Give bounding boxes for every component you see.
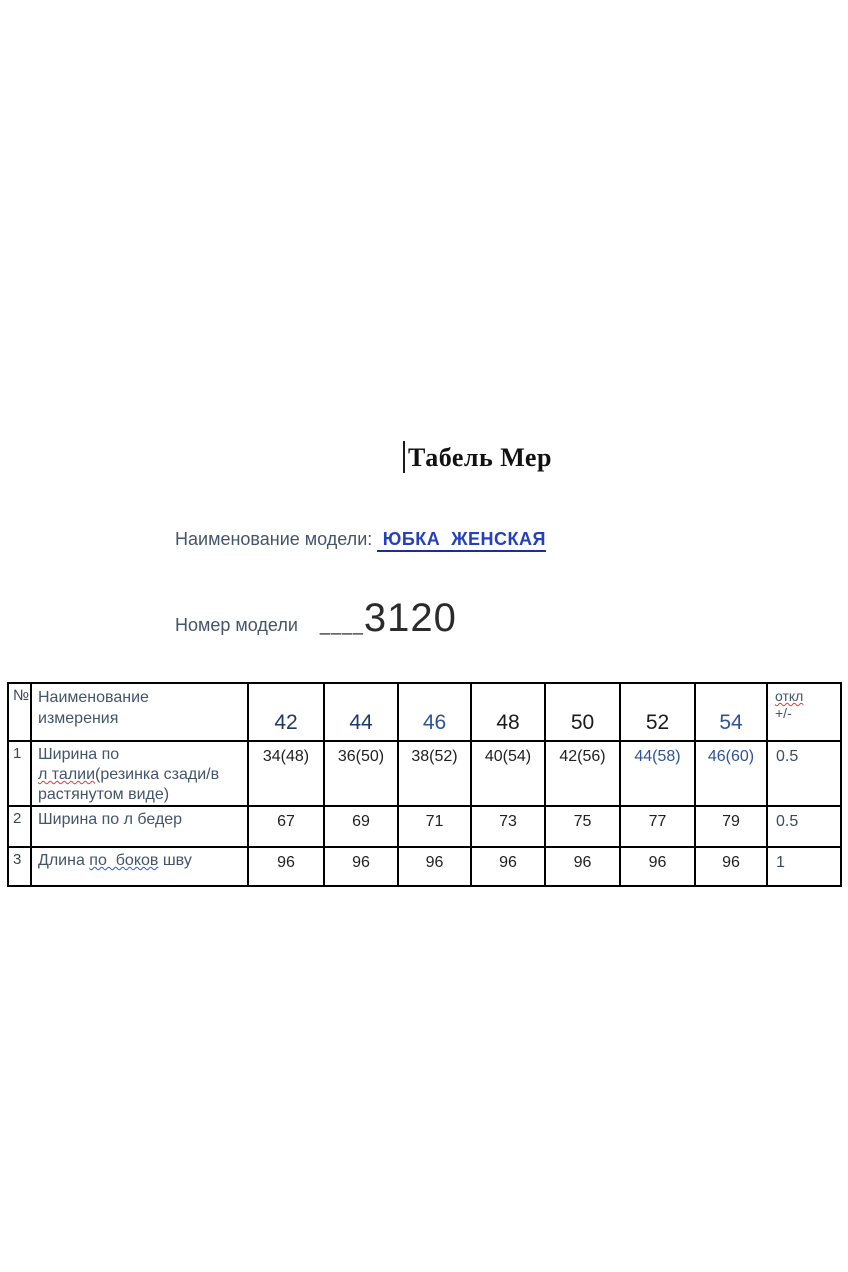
header-cell-size-52: 52 xyxy=(619,682,696,742)
value-cell: 34(48) xyxy=(247,740,325,807)
deviation-cell: 1 xyxy=(766,846,842,887)
value-cell: 96 xyxy=(619,846,696,887)
table-row-width-waist: 1 Ширина по л талии(резинка сзади/в растян… xyxy=(7,740,842,807)
value-cell: 96 xyxy=(694,846,768,887)
header-cell-deviation: откл +/- xyxy=(766,682,842,742)
model-name-value: ЮБКА ЖЕНСКАЯ xyxy=(377,529,546,552)
measurement-name-cell: Ширина по л талии(резинка сзади/в растянут… xyxy=(30,740,249,807)
header-cell-size-48: 48 xyxy=(470,682,546,742)
value-cell: 67 xyxy=(247,805,325,848)
value-cell: 96 xyxy=(544,846,621,887)
model-name-label: Наименование модели: xyxy=(175,529,378,549)
value-cell: 38(52) xyxy=(397,740,472,807)
model-number-underscores: ____ xyxy=(319,615,364,635)
value-cell: 79 xyxy=(694,805,768,848)
row-number-cell: 3 xyxy=(7,846,32,887)
value-cell: 46(60) xyxy=(694,740,768,807)
value-cell: 75 xyxy=(544,805,621,848)
model-number-row: Номер модели ____ 3120 xyxy=(175,598,457,638)
value-cell: 44(58) xyxy=(619,740,696,807)
value-cell: 96 xyxy=(397,846,472,887)
value-cell: 77 xyxy=(619,805,696,848)
deviation-cell: 0.5 xyxy=(766,740,842,807)
value-cell: 96 xyxy=(247,846,325,887)
model-name-row: Наименование модели: ЮБКА ЖЕНСКАЯ xyxy=(175,527,546,552)
row-number-cell: 2 xyxy=(7,805,32,848)
value-cell: 36(50) xyxy=(323,740,399,807)
header-cell-measurement-name: Наименование измерения xyxy=(30,682,249,742)
header-cell-size-54: 54 xyxy=(694,682,768,742)
value-cell: 40(54) xyxy=(470,740,546,807)
header-cell-size-50: 50 xyxy=(544,682,621,742)
model-number-value: 3120 xyxy=(363,596,457,640)
header-cell-num: № xyxy=(7,682,32,742)
header-cell-size-46: 46 xyxy=(397,682,472,742)
measurement-name-cell: Ширина по л бедер xyxy=(30,805,249,848)
page-title: Табель Мер xyxy=(408,443,552,472)
header-cell-size-42: 42 xyxy=(247,682,325,742)
value-cell: 96 xyxy=(323,846,399,887)
measurements-table: № Наименование измерения 42 44 46 48 50 5… xyxy=(7,682,842,887)
table-header-row: № Наименование измерения 42 44 46 48 50 5… xyxy=(7,682,842,742)
measurement-name-cell: Длина по боков шву xyxy=(30,846,249,887)
value-cell: 71 xyxy=(397,805,472,848)
value-cell: 42(56) xyxy=(544,740,621,807)
document-title-row: Табель Мер xyxy=(403,441,552,473)
header-cell-size-44: 44 xyxy=(323,682,399,742)
value-cell: 73 xyxy=(470,805,546,848)
value-cell: 69 xyxy=(323,805,399,848)
table-row-length-side-seam: 3 Длина по боков шву 96 96 96 96 96 96 9… xyxy=(7,846,842,887)
text-cursor xyxy=(403,441,405,473)
value-cell: 96 xyxy=(470,846,546,887)
model-number-label: Номер модели xyxy=(175,615,298,635)
table-row-width-hips: 2 Ширина по л бедер 67 69 71 73 75 77 79… xyxy=(7,805,842,848)
row-number-cell: 1 xyxy=(7,740,32,807)
deviation-cell: 0.5 xyxy=(766,805,842,848)
